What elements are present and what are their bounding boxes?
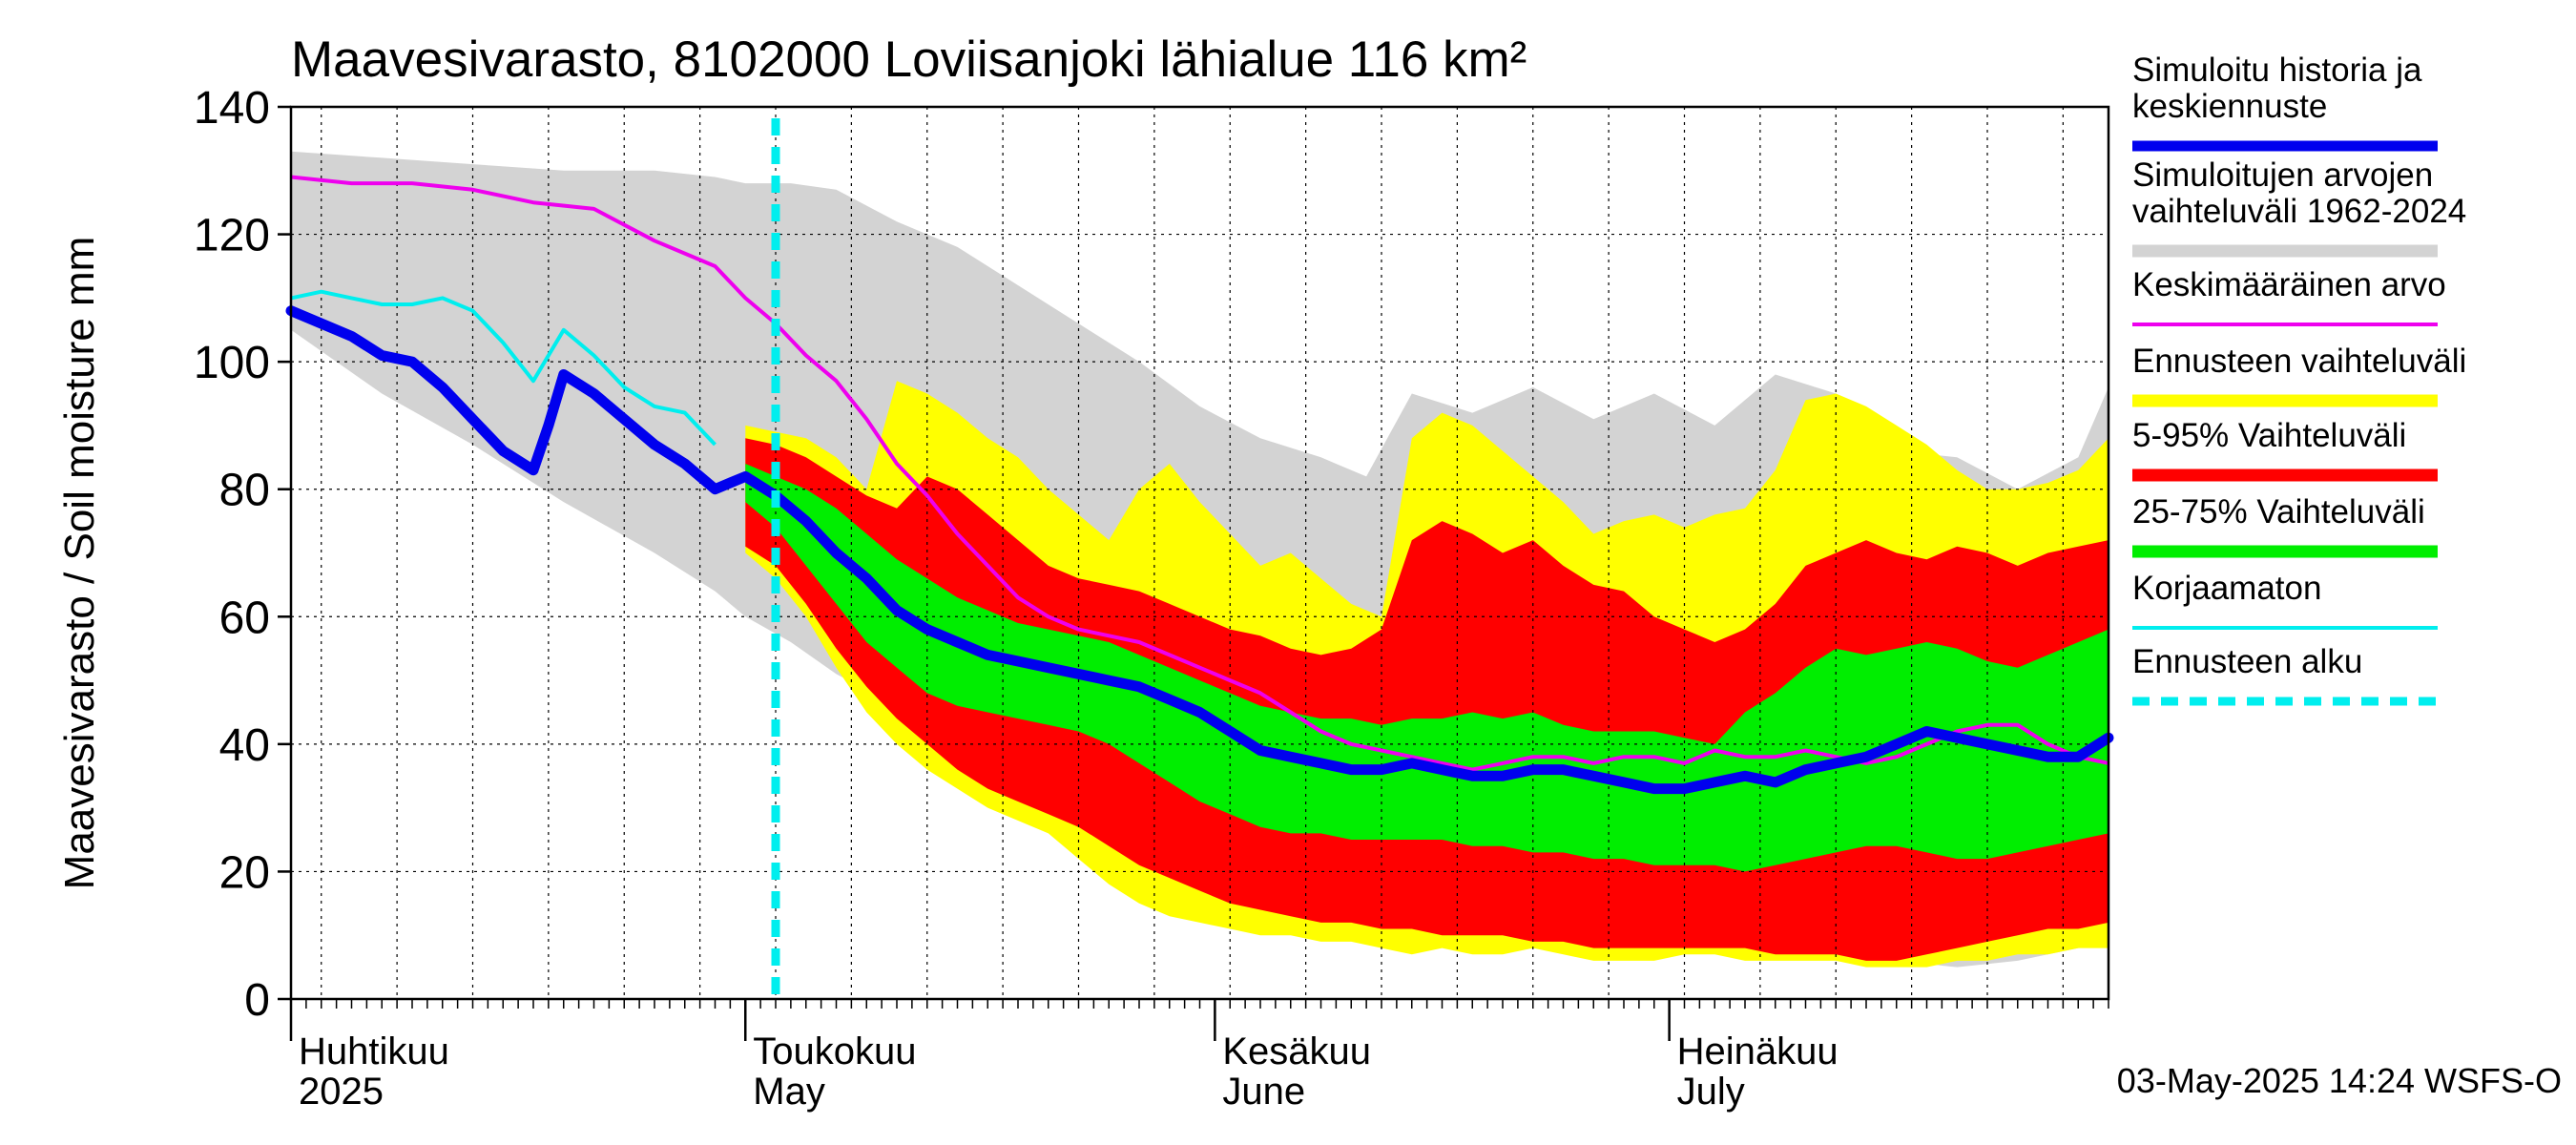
y-tick-label: 0: [244, 975, 270, 1026]
y-tick-label: 140: [194, 83, 270, 134]
y-tick-label: 60: [219, 593, 270, 643]
bands-layer: [291, 151, 2109, 968]
lines-layer: [285, 118, 2114, 999]
x-month-label: Heinäkuu: [1677, 1030, 1839, 1072]
legend-label: Simuloitujen arvojen: [2132, 156, 2433, 194]
legend-label: Ennusteen alku: [2132, 643, 2362, 680]
uncorrected-line: [290, 289, 717, 447]
legend-label: Korjaamaton: [2132, 570, 2321, 607]
legend-label: 5-95% Vaihteluväli: [2132, 417, 2406, 454]
y-axis-label: Maavesivarasto / Soil moisture mm: [56, 237, 103, 890]
y-tick-label: 40: [219, 720, 270, 771]
chart-title: Maavesivarasto, 8102000 Loviisanjoki läh…: [291, 31, 1527, 88]
main-series-line: [285, 305, 2114, 795]
legend-label: vaihteluväli 1962-2024: [2132, 193, 2466, 230]
legend-label: 25-75% Vaihteluväli: [2132, 493, 2425, 531]
x-month-sublabel: July: [1677, 1071, 1745, 1113]
x-month-sublabel: June: [1222, 1071, 1305, 1113]
y-tick-label: 20: [219, 847, 270, 898]
x-month-label: Toukokuu: [753, 1030, 916, 1072]
y-tick-label: 100: [194, 338, 270, 388]
legend-label: Keskimääräinen arvo: [2132, 266, 2446, 303]
legend-label: Ennusteen vaihteluväli: [2132, 343, 2466, 380]
grid-layer: [291, 107, 2109, 999]
y-tick-label: 80: [219, 466, 270, 516]
x-month-sublabel: May: [753, 1071, 825, 1113]
legend-label: keskiennuste: [2132, 88, 2327, 125]
band-25-75: [745, 464, 2109, 872]
y-tick-label: 120: [194, 211, 270, 261]
x-month-sublabel: 2025: [299, 1071, 384, 1113]
legend-label: Simuloitu historia ja: [2132, 52, 2422, 89]
x-month-label: Huhtikuu: [299, 1030, 449, 1072]
chart-footer: 03-May-2025 14:24 WSFS-O: [2117, 1061, 2562, 1100]
x-month-label: Kesäkuu: [1222, 1030, 1371, 1072]
